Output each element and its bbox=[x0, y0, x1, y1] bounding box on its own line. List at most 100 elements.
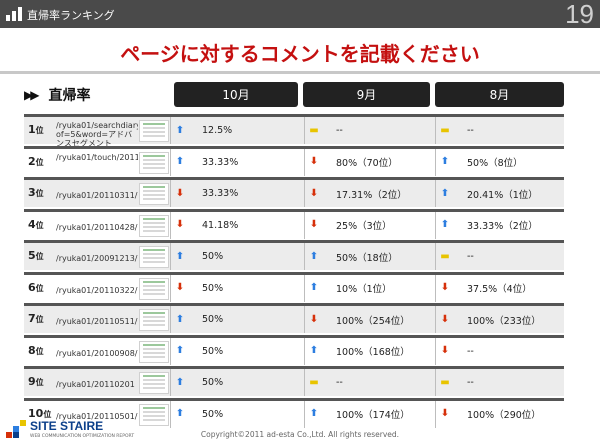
flat-dash-icon: ▬ bbox=[440, 124, 450, 136]
bounce-rate-value: 100%（168位） bbox=[336, 347, 410, 358]
rank-label: 6位 bbox=[28, 281, 44, 294]
column-header-oct: 10月 bbox=[174, 82, 298, 107]
page-thumbnail bbox=[139, 151, 169, 174]
bounce-rate-value: 50% bbox=[202, 377, 224, 388]
column-divider bbox=[304, 306, 305, 333]
page-url-link[interactable]: /ryuka01/20091213/p1 bbox=[56, 254, 138, 263]
bounce-rate-value: -- bbox=[467, 125, 474, 136]
bounce-rate-value: -- bbox=[467, 345, 474, 357]
rank-label: 7位 bbox=[28, 312, 44, 325]
bounce-rate-value: 50% bbox=[202, 251, 224, 262]
page-thumbnail bbox=[139, 340, 169, 363]
arrow-down-icon: ⬇ bbox=[440, 313, 450, 325]
arrow-up-icon: ⬆ bbox=[175, 250, 185, 262]
column-divider bbox=[304, 180, 305, 207]
page-thumbnail bbox=[139, 246, 169, 268]
bounce-rate-value: 10%（1位） bbox=[336, 284, 392, 295]
column-divider bbox=[170, 211, 171, 239]
column-divider bbox=[435, 148, 436, 176]
rank-number: 2 bbox=[28, 154, 36, 168]
bounce-rate-cell: ⬆ 12.5% bbox=[174, 117, 232, 144]
bounce-rate-value: 37.5%（4位） bbox=[467, 284, 532, 295]
bar-chart-icon bbox=[6, 7, 22, 21]
column-divider bbox=[304, 274, 305, 302]
rank-number: 4 bbox=[28, 217, 36, 231]
arrow-up-icon: ⬆ bbox=[440, 156, 450, 167]
arrow-up-icon: ⬆ bbox=[309, 282, 319, 293]
rank-suffix: 位 bbox=[35, 126, 44, 135]
table-row: 6位/ryuka01/20110322/p1 ⬇ 50% ⬆ 10%（1位） ⬇ 37.5%… bbox=[24, 271, 564, 302]
bounce-rate-cell: ⬆ 50% bbox=[174, 243, 223, 270]
column-divider bbox=[304, 243, 305, 270]
arrow-up-icon: ⬆ bbox=[309, 250, 319, 262]
column-divider bbox=[304, 400, 305, 428]
arrow-up-icon: ⬆ bbox=[175, 376, 185, 388]
page-url-link[interactable]: /ryuka01/20110201 bbox=[56, 380, 135, 389]
page-url-link[interactable]: /ryuka01/searchdiary?of=5&word=アドバンスセグメン… bbox=[56, 121, 138, 148]
rank-label: 8位 bbox=[28, 344, 44, 357]
rank-suffix: 位 bbox=[35, 252, 44, 261]
arrow-up-icon: ⬆ bbox=[175, 124, 185, 136]
bounce-rate-cell: ⬇ 100%（233位） bbox=[439, 306, 541, 333]
bounce-rate-value: 100%（174位） bbox=[336, 410, 410, 421]
bounce-rate-cell: ⬆ 33.33%（2位） bbox=[439, 212, 538, 239]
bounce-rate-cell: ⬆ 10%（1位） bbox=[308, 275, 392, 302]
bounce-rate-cell: ⬆ 50% bbox=[174, 401, 223, 428]
bounce-rate-cell: ⬆ 50% bbox=[174, 306, 223, 333]
bounce-rate-cell: ⬇ 41.18% bbox=[174, 212, 238, 239]
page-url-link[interactable]: /ryuka01/20110322/p1 bbox=[56, 285, 138, 295]
rank-number: 3 bbox=[28, 186, 36, 199]
arrow-down-icon: ⬇ bbox=[175, 187, 185, 199]
bounce-rate-cell: ⬆ 50% bbox=[174, 338, 223, 365]
column-divider bbox=[170, 148, 171, 176]
comment-banner: ページに対するコメントを記載ください bbox=[0, 28, 600, 74]
page-thumbnail bbox=[139, 120, 169, 142]
column-divider bbox=[435, 306, 436, 333]
arrow-up-icon: ⬆ bbox=[440, 219, 450, 230]
bounce-rate-cell: ⬆ 100%（168位） bbox=[308, 338, 410, 365]
page-url-link[interactable]: /ryuka01/touch/2011002/p1 bbox=[56, 152, 138, 162]
rank-label: 1位 bbox=[28, 123, 44, 136]
column-divider bbox=[435, 180, 436, 207]
bounce-rate-value: 50% bbox=[202, 314, 224, 325]
bounce-rate-value: 33.33%（2位） bbox=[467, 221, 538, 232]
table-row: 7位/ryuka01/20110511/p1 ⬆ 50% ⬇ 100%（254位） ⬇ 10… bbox=[24, 303, 564, 333]
page-url-link[interactable]: /ryuka01/20110428/p1 bbox=[56, 222, 138, 232]
page-url-link[interactable]: /ryuka01/20100908/p1 bbox=[56, 348, 138, 358]
rank-label: 9位 bbox=[28, 375, 44, 388]
double-play-icon: ▶▶ bbox=[24, 88, 40, 102]
rank-suffix: 位 bbox=[35, 378, 44, 387]
table-label-text: 直帰率 bbox=[48, 88, 91, 104]
rank-label: 2位 bbox=[28, 155, 44, 168]
bounce-rate-cell: ⬆ 50%（18位） bbox=[308, 243, 398, 270]
arrow-up-icon: ⬆ bbox=[175, 408, 185, 419]
page-url-link[interactable]: /ryuka01/20110501/p1 bbox=[56, 411, 138, 421]
page-url-link[interactable]: /ryuka01/20110311/p1 bbox=[56, 191, 138, 200]
logo-name: SITE STAIRE bbox=[30, 419, 104, 433]
rank-suffix: 位 bbox=[35, 157, 44, 167]
bounce-rate-value: 100%（233位） bbox=[467, 315, 541, 327]
column-divider bbox=[435, 211, 436, 239]
bounce-rate-cell: ⬇ 100%（290位） bbox=[439, 401, 541, 428]
bounce-rate-value: 50% bbox=[202, 282, 224, 294]
arrow-down-icon: ⬇ bbox=[309, 313, 319, 325]
page-url-link[interactable]: /ryuka01/20110511/p1 bbox=[56, 317, 138, 326]
arrow-up-icon: ⬆ bbox=[175, 345, 185, 356]
arrow-down-icon: ⬇ bbox=[175, 219, 185, 230]
bounce-rate-value: 25%（3位） bbox=[336, 221, 392, 232]
column-divider bbox=[304, 148, 305, 176]
rank-number: 9 bbox=[28, 375, 36, 388]
page-thumbnail bbox=[139, 183, 169, 205]
column-divider bbox=[435, 369, 436, 396]
page-thumbnail bbox=[139, 403, 169, 426]
bounce-rate-value: 50% bbox=[202, 408, 224, 420]
bounce-rate-value: 17.31%（2位） bbox=[336, 189, 407, 201]
section-title: 直帰率ランキング bbox=[27, 9, 115, 22]
arrow-up-icon: ⬆ bbox=[309, 345, 319, 356]
column-divider bbox=[304, 337, 305, 365]
rank-number: 6 bbox=[28, 280, 36, 294]
rank-number: 10 bbox=[28, 406, 44, 420]
arrow-down-icon: ⬇ bbox=[440, 345, 450, 356]
column-header-aug: 8月 bbox=[435, 82, 564, 107]
rank-label: 5位 bbox=[28, 249, 44, 262]
